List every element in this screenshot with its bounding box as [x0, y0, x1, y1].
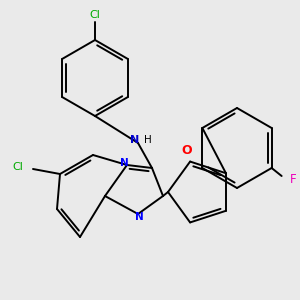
Text: H: H [144, 135, 152, 145]
Text: Cl: Cl [90, 10, 101, 20]
Text: N: N [130, 135, 140, 145]
Text: N: N [120, 158, 128, 168]
Text: F: F [290, 172, 296, 185]
Text: O: O [182, 144, 192, 157]
Text: N: N [135, 212, 143, 222]
Text: Cl: Cl [12, 162, 23, 172]
